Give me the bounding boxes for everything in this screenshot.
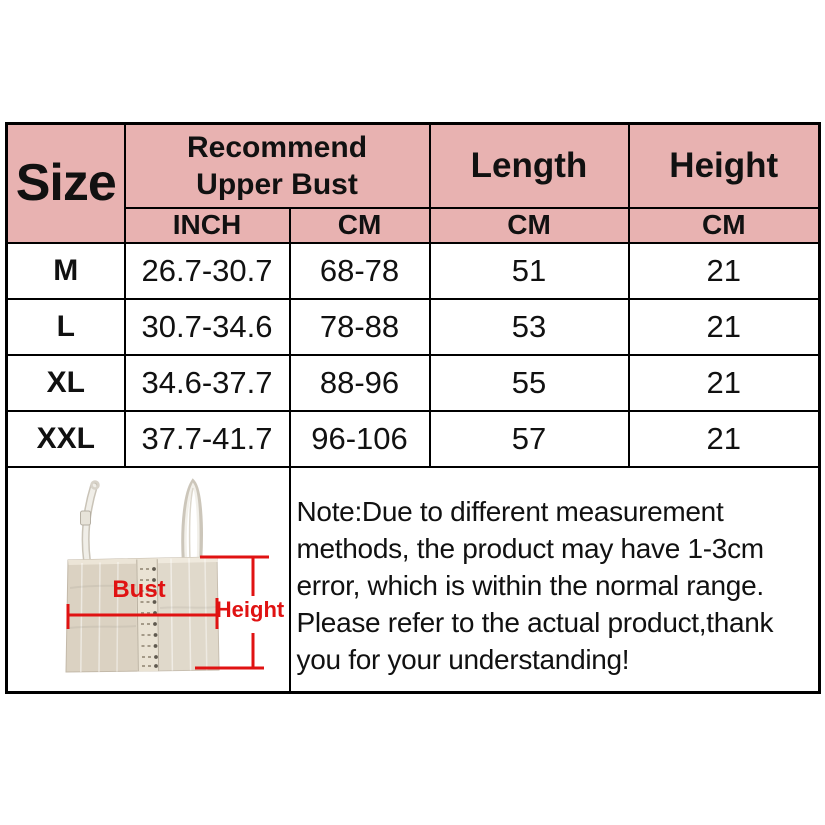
- measurement-diagram: Bust Height: [9, 469, 288, 691]
- header-size: Size: [5, 122, 126, 244]
- header-row: Size Recommend Upper Bust Length Height: [5, 122, 821, 244]
- strap-left-icon: [80, 480, 100, 566]
- height-label: Height: [215, 597, 285, 623]
- bottom-row: Bust Height Note:Due to different measur…: [5, 465, 821, 694]
- note-line: you for your understanding!: [296, 644, 630, 676]
- cell-length: 55: [428, 353, 630, 412]
- header-length: Length: [428, 122, 630, 209]
- cell-inch: 37.7-41.7: [123, 409, 291, 468]
- cell-height: 21: [627, 353, 821, 412]
- unit-bust-cm: CM: [288, 206, 431, 244]
- note-line: methods, the product may have 1-3cm: [296, 533, 765, 565]
- unit-height-cm: CM: [627, 206, 821, 244]
- cell-inch: 34.6-37.7: [123, 353, 291, 412]
- strap-right-icon: [181, 478, 203, 563]
- cell-length: 53: [428, 297, 630, 356]
- cell-height: 21: [627, 241, 821, 300]
- note-line: Please refer to the actual product,thank: [296, 607, 774, 639]
- cell-inch: 26.7-30.7: [123, 241, 291, 300]
- table-row-xxl: XXL 37.7-41.7 96-106 57 21: [5, 409, 821, 468]
- note-line: error, which is within the normal range.: [296, 570, 765, 602]
- cell-inch: 30.7-34.6: [123, 297, 291, 356]
- cell-size: XXL: [5, 409, 126, 468]
- table-row-l: L 30.7-34.6 78-88 53 21: [5, 297, 821, 356]
- table-row-m: M 26.7-30.7 68-78 51 21: [5, 241, 821, 300]
- cell-height: 21: [627, 297, 821, 356]
- note-line: Note:Due to different measurement: [296, 496, 724, 528]
- unit-inch: INCH: [123, 206, 291, 244]
- cell-cm: 68-78: [288, 241, 431, 300]
- header-recommend-upper-bust: Recommend Upper Bust: [123, 122, 431, 209]
- note-text: Note:Due to different measurement method…: [292, 480, 818, 678]
- cell-length: 57: [428, 409, 630, 468]
- table-row-xl: XL 34.6-37.7 88-96 55 21: [5, 353, 821, 412]
- product-photo-cell: Bust Height: [5, 465, 291, 694]
- cell-size: L: [5, 297, 126, 356]
- cell-cm: 88-96: [288, 353, 431, 412]
- cell-size: XL: [5, 353, 126, 412]
- header-height: Height: [627, 122, 821, 209]
- header-recommend-line1: Recommend: [186, 130, 368, 164]
- header-recommend-line2: Upper Bust: [196, 167, 358, 201]
- bust-label: Bust: [112, 576, 166, 604]
- note-cell: Note:Due to different measurement method…: [288, 465, 821, 694]
- unit-length-cm: CM: [428, 206, 630, 244]
- cell-cm: 78-88: [288, 297, 431, 356]
- cell-cm: 96-106: [288, 409, 431, 468]
- cell-height: 21: [627, 409, 821, 468]
- cell-length: 51: [428, 241, 630, 300]
- measurement-lines: [66, 555, 269, 670]
- units-row: INCH CM CM CM: [7, 206, 821, 244]
- product-photo: [65, 478, 269, 673]
- size-chart-table: Size Recommend Upper Bust Length Height …: [5, 122, 821, 694]
- cell-size: M: [5, 241, 126, 300]
